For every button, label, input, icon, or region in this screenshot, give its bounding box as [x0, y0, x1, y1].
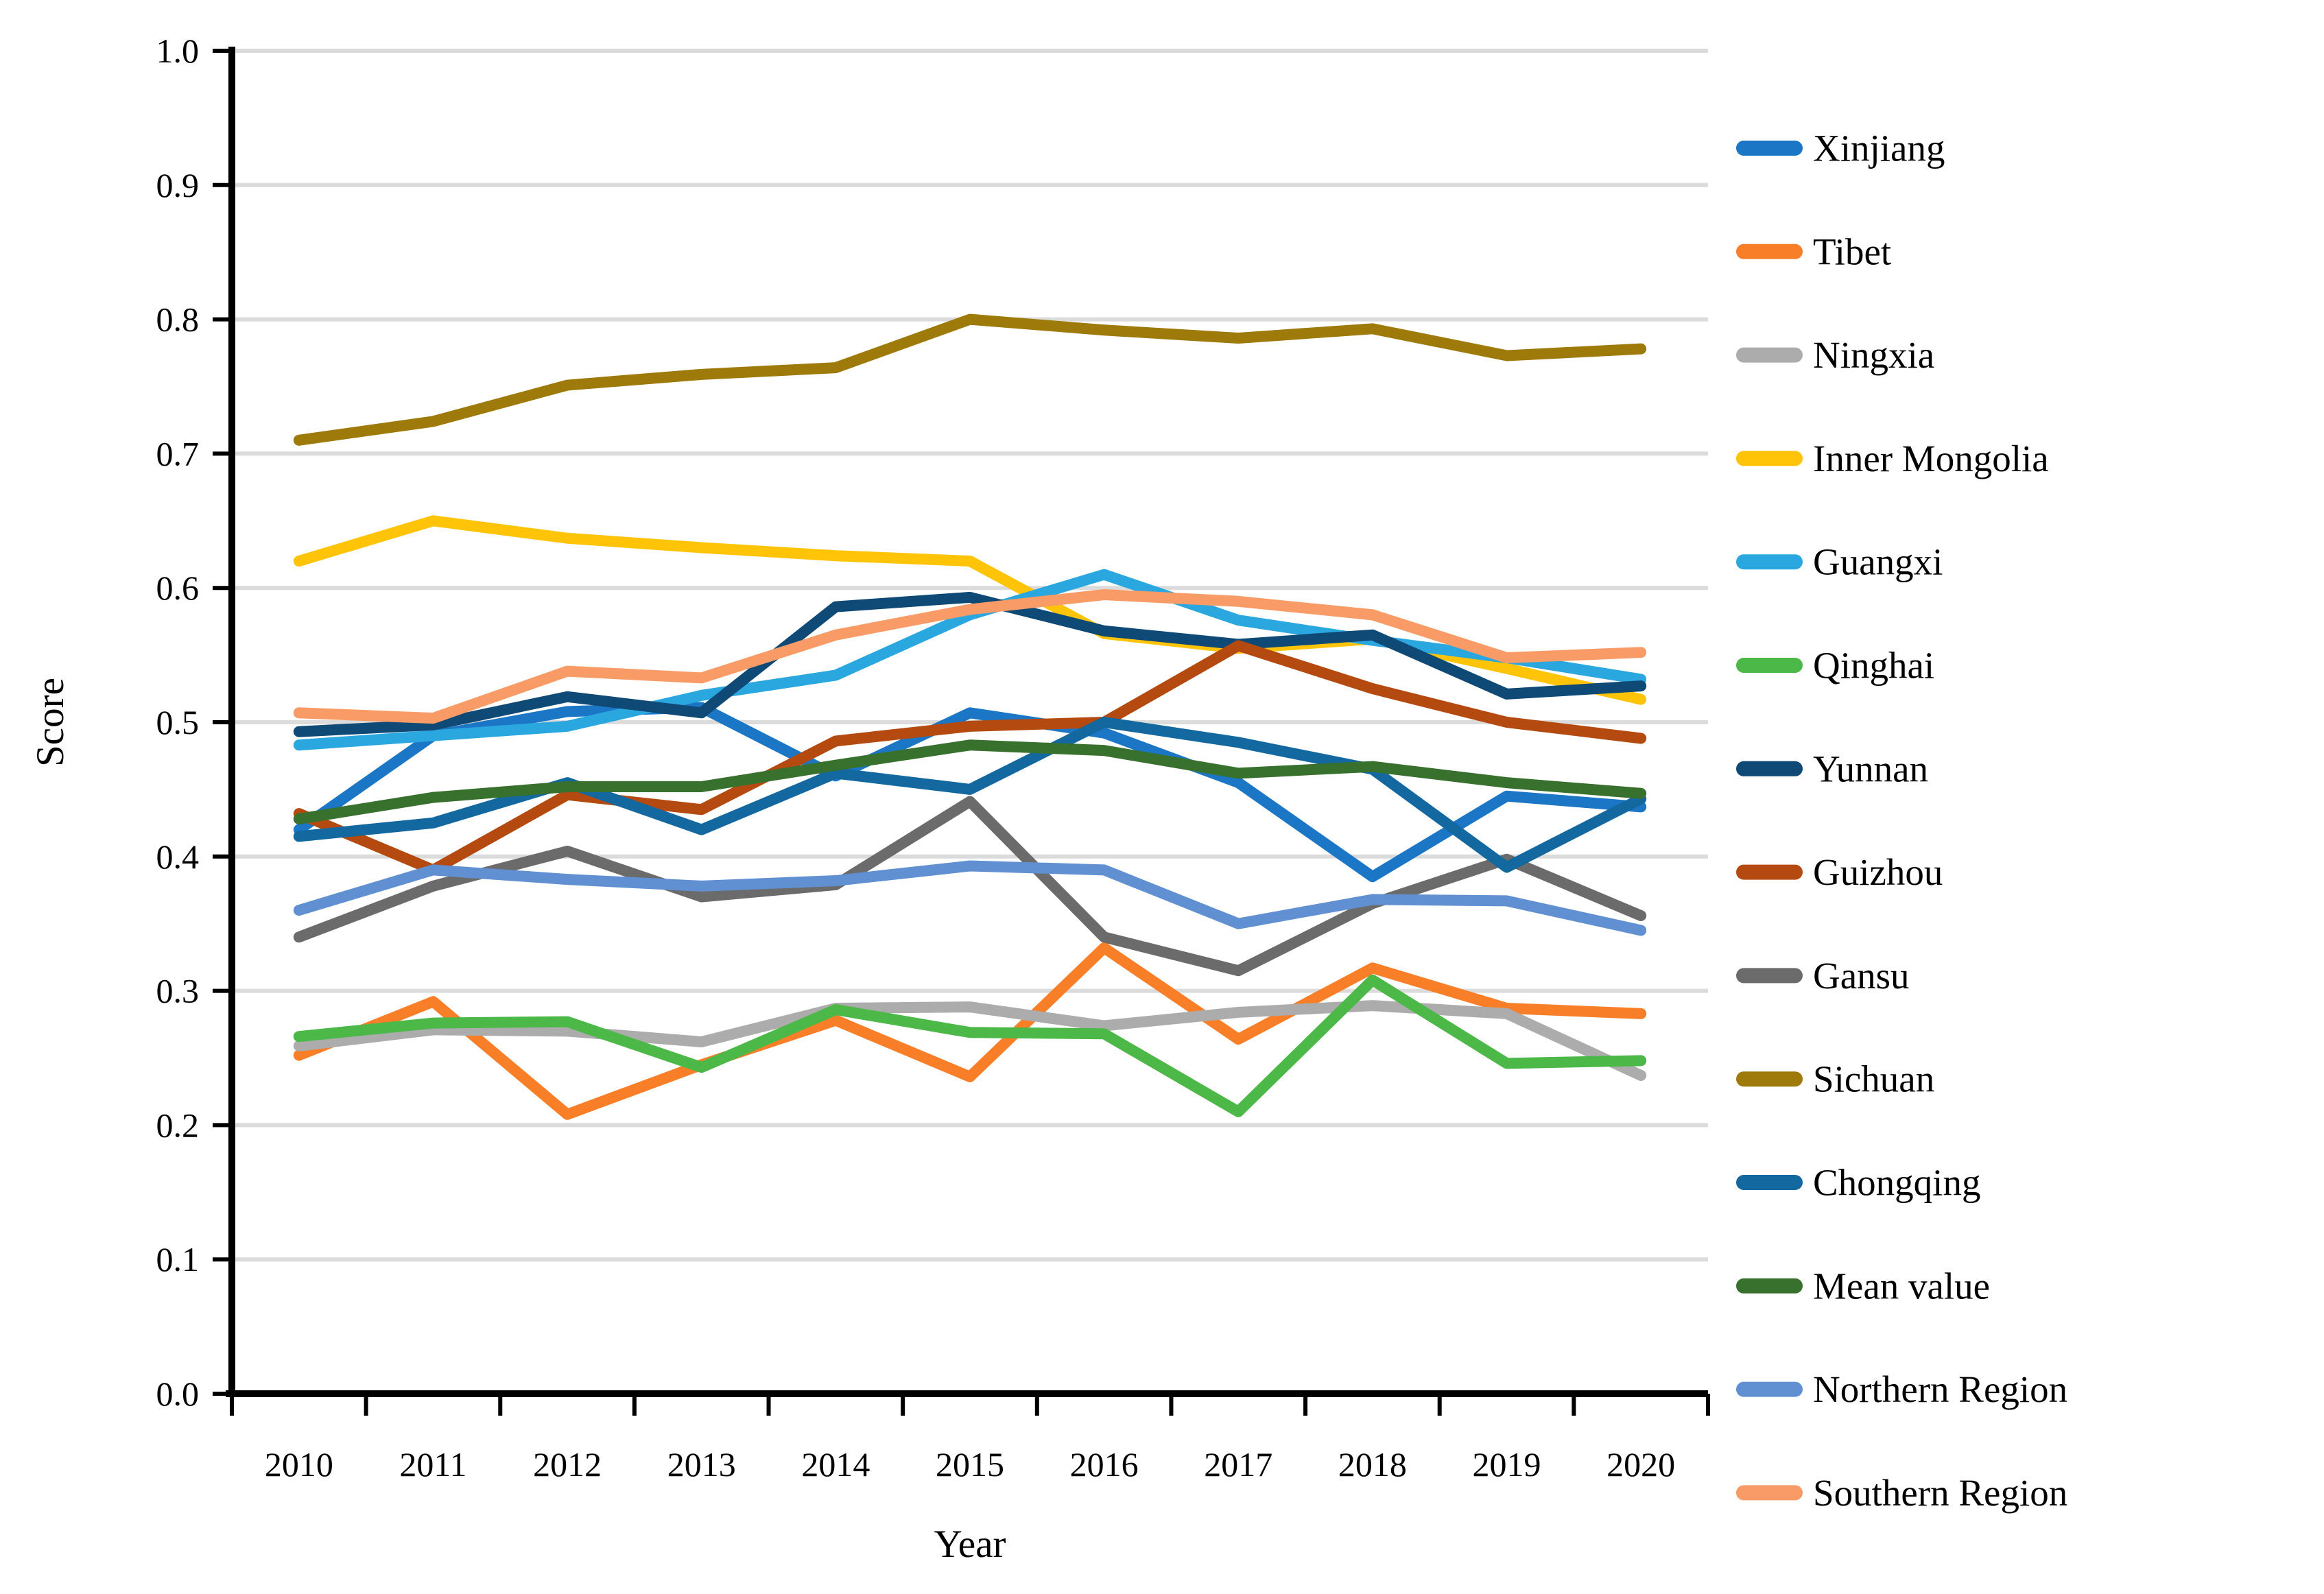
legend-swatch-xinjiang: [1736, 141, 1803, 156]
legend-label-sichuan: Sichuan: [1813, 1058, 1934, 1100]
series-line-tibet: [293, 942, 1647, 1120]
legend-label-inner-mongolia: Inner Mongolia: [1813, 438, 2049, 479]
legend-swatch-guizhou: [1736, 864, 1803, 880]
y-tick-label: 0.1: [156, 1240, 200, 1278]
legend-swatch-qinghai: [1736, 658, 1803, 673]
x-tick-label: 2011: [399, 1445, 466, 1484]
legend-label-northern-region: Northern Region: [1813, 1368, 2067, 1410]
x-tick-label: 2010: [265, 1445, 333, 1484]
series-line-gansu: [293, 796, 1647, 977]
x-tick-label: 2013: [667, 1445, 736, 1484]
y-tick-label: 0.8: [156, 300, 200, 339]
x-axis-title: Year: [934, 1523, 1006, 1566]
legend-swatch-yunnan: [1736, 761, 1803, 776]
legend-label-qinghai: Qinghai: [1813, 645, 1934, 687]
x-tick-label: 2016: [1070, 1445, 1139, 1484]
legend-swatch-inner-mongolia: [1736, 451, 1803, 466]
series-line-sichuan: [293, 313, 1647, 446]
y-tick-label: 1.0: [156, 32, 200, 70]
y-tick-label: 0.3: [156, 972, 200, 1010]
legend-swatch-sichuan: [1736, 1071, 1803, 1087]
y-tick-label: 0.0: [156, 1375, 200, 1413]
y-tick-label: 0.6: [156, 569, 200, 607]
legend-label-tibet: Tibet: [1813, 230, 1891, 272]
x-tick-label: 2018: [1338, 1445, 1407, 1484]
legend-swatch-guangxi: [1736, 554, 1803, 570]
x-tick-label: 2019: [1473, 1445, 1541, 1484]
y-tick-label: 0.7: [156, 434, 200, 473]
x-tick-label: 2014: [801, 1445, 870, 1484]
legend-label-xinjiang: Xinjiang: [1813, 128, 1945, 169]
series-line-chongqing: [293, 717, 1647, 873]
legend-swatch-southern-region: [1736, 1485, 1803, 1501]
series-line-guizhou: [293, 640, 1647, 876]
x-tick-label: 2012: [533, 1445, 602, 1484]
legend-label-yunnan: Yunnan: [1813, 748, 1928, 789]
y-axis-title: Score: [29, 678, 72, 767]
y-tick-label: 0.5: [156, 703, 200, 741]
y-tick-label: 0.2: [156, 1106, 200, 1144]
y-tick-label: 0.9: [156, 166, 200, 204]
legend-label-chongqing: Chongqing: [1813, 1162, 1980, 1204]
legend-swatch-northern-region: [1736, 1381, 1803, 1397]
series-line-xinjiang: [293, 702, 1647, 883]
legend-label-ningxia: Ningxia: [1813, 334, 1934, 376]
legend-swatch-gansu: [1736, 968, 1803, 984]
legend-label-southern-region: Southern Region: [1813, 1472, 2067, 1514]
series-line-northern-region: [293, 860, 1647, 936]
legend-label-mean-value: Mean value: [1813, 1265, 1990, 1307]
series-line-southern-region: [293, 588, 1647, 724]
x-tick-label: 2020: [1606, 1445, 1675, 1484]
series-line-yunnan: [293, 591, 1647, 737]
x-tick-label: 2015: [936, 1445, 1004, 1484]
legend-swatch-ningxia: [1736, 347, 1803, 363]
legend-swatch-tibet: [1736, 243, 1803, 259]
series-line-mean-value: [293, 739, 1647, 824]
series-line-qinghai: [293, 974, 1647, 1117]
x-tick-label: 2017: [1204, 1445, 1272, 1484]
y-tick-label: 0.4: [156, 837, 200, 876]
legend-label-guizhou: Guizhou: [1813, 851, 1943, 893]
legend-swatch-chongqing: [1736, 1175, 1803, 1190]
legend-label-guangxi: Guangxi: [1813, 541, 1943, 583]
legend-label-gansu: Gansu: [1813, 955, 1910, 997]
legend-swatch-mean-value: [1736, 1278, 1803, 1294]
